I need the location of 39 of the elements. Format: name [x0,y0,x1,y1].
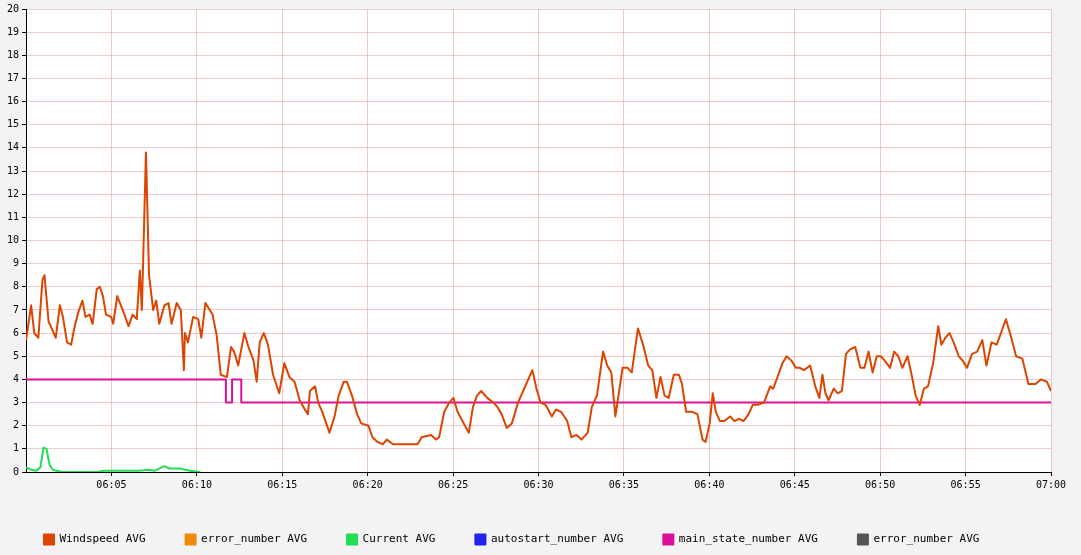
x-tick-label: 06:50 [865,478,896,490]
y-tick-label: 11 [6,210,20,222]
y-tick-label: 14 [6,141,20,153]
y-tick-label: 8 [13,280,20,292]
x-tick-label: 06:55 [950,478,981,490]
x-tick-label: 06:10 [181,478,212,490]
legend-label: error_number AVG [201,532,308,546]
y-tick-label: 19 [6,25,20,37]
y-tick-label: 2 [13,419,20,431]
legend-label: autostart_number AVG [490,532,624,546]
y-tick-label: 12 [6,187,20,199]
y-tick-label: 0 [13,465,20,477]
x-tick-label: 06:40 [694,478,725,490]
y-tick-label: 20 [6,2,20,14]
x-tick-label: 06:20 [352,478,383,490]
legend-label: main_state_number AVG [678,532,818,546]
legend-label: Windspeed AVG [59,532,146,546]
x-tick-label: 06:25 [438,478,469,490]
y-tick-label: 7 [13,303,20,315]
legend-label: Current AVG [362,532,436,546]
x-tick-label: 06:05 [96,478,127,490]
y-tick-label: 17 [6,72,20,84]
y-tick-label: 9 [13,257,20,269]
x-tick-label: 06:35 [608,478,639,490]
y-tick-label: 4 [13,372,20,384]
legend-label: error_number AVG [873,532,980,546]
y-tick-label: 13 [6,164,20,176]
x-tick-label: 07:00 [1035,478,1067,490]
y-tick-label: 3 [13,396,20,408]
x-tick-label: 06:15 [267,478,298,490]
y-tick-label: 18 [6,48,20,60]
y-tick-label: 10 [6,234,20,246]
y-tick-label: 16 [6,95,20,107]
y-tick-label: 5 [13,349,20,361]
x-tick-label: 06:45 [779,478,810,490]
y-tick-label: 1 [13,442,20,454]
y-tick-label: 15 [6,118,20,130]
y-tick-label: 6 [13,326,20,338]
x-tick-label: 06:30 [523,478,554,490]
